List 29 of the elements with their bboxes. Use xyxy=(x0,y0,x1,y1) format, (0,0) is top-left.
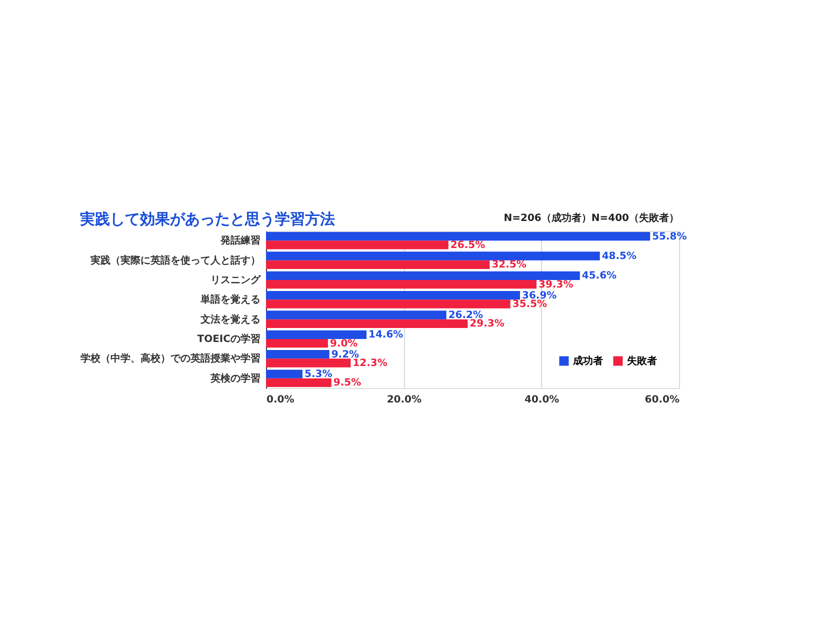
y-tick-label: 実践（実際に英語を使って人と話す） xyxy=(90,254,260,266)
data-label: 39.3% xyxy=(538,279,574,290)
x-tick-label: 20.0% xyxy=(386,394,422,406)
data-label: 48.5% xyxy=(602,250,637,262)
legend-label: 失敗者 xyxy=(627,355,657,367)
y-tick-label: 学校（中学、高校）での英語授業や学習 xyxy=(80,352,260,365)
x-tick-label: 60.0% xyxy=(644,394,680,406)
data-label: 45.6% xyxy=(582,270,617,282)
data-label: 26.5% xyxy=(450,240,486,251)
y-tick-label: 文法を覚える xyxy=(200,313,260,326)
data-label: 35.5% xyxy=(512,298,548,310)
data-label: 55.8% xyxy=(652,231,687,242)
y-tick-label: 英検の学習 xyxy=(210,372,260,384)
data-label: 29.3% xyxy=(470,318,504,330)
data-label: 9.0% xyxy=(330,338,358,350)
data-label: 14.6% xyxy=(368,330,404,341)
data-label: 12.3% xyxy=(352,358,388,370)
x-tick-label: 40.0% xyxy=(524,394,560,406)
chart-title: 実践して効果があったと思う学習方法 xyxy=(79,210,335,228)
data-label: 9.5% xyxy=(333,378,362,389)
text: N=206（成功者）N=400（失敗者） xyxy=(504,212,679,224)
legend-label: 成功者 xyxy=(572,355,603,367)
y-tick-label: 発話練習 xyxy=(220,234,260,247)
data-label: 5.3% xyxy=(304,369,332,380)
y-tick-label: TOEICの学習 xyxy=(197,333,260,346)
x-tick-label: 0.0% xyxy=(266,394,294,406)
data-label: 32.5% xyxy=(492,260,526,271)
y-tick-label: リスニング xyxy=(210,274,262,286)
y-tick-label: 単語を覚える xyxy=(200,294,260,306)
